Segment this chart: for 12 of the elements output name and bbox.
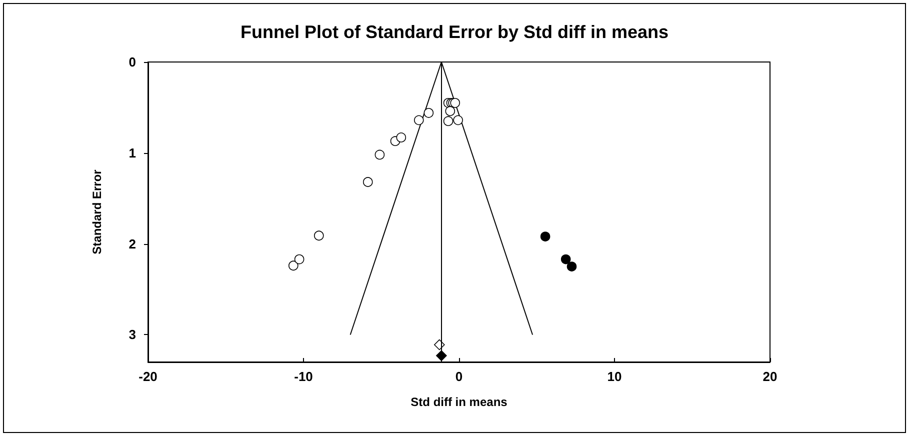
x-axis-title: Std diff in means xyxy=(410,395,508,409)
y-tick-label: 0 xyxy=(128,54,136,70)
chart-title: Funnel Plot of Standard Error by Std diff in means xyxy=(240,22,669,42)
x-tick-label: 10 xyxy=(607,369,622,384)
x-tick-label: 0 xyxy=(455,369,463,384)
y-tick-label: 1 xyxy=(128,145,136,160)
y-tick-label: 3 xyxy=(128,327,136,342)
x-tick-label: -10 xyxy=(294,369,313,384)
y-axis-title: Standard Error xyxy=(90,169,104,254)
y-tick-label: 2 xyxy=(128,236,136,252)
x-tick-label: 20 xyxy=(762,369,778,384)
x-tick-label: -20 xyxy=(138,369,158,384)
